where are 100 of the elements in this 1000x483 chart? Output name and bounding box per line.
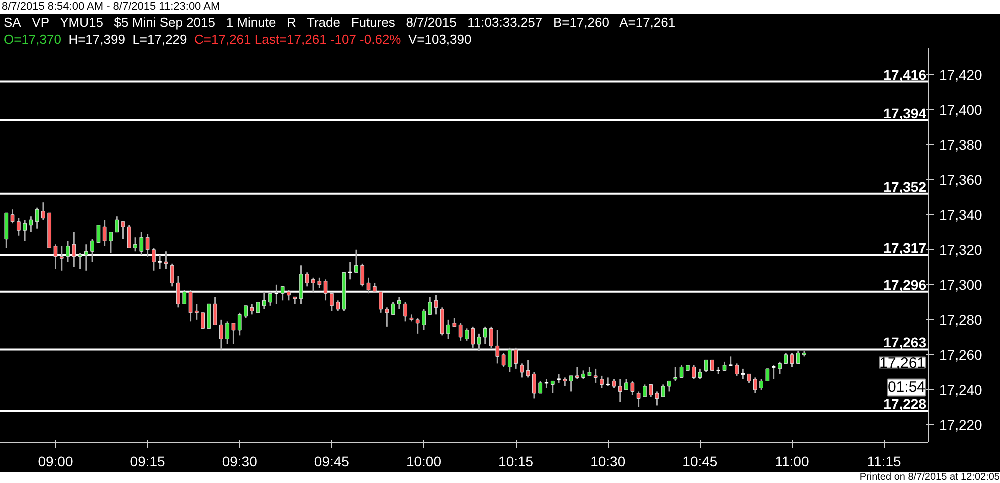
annotation: 17,261: [880, 355, 926, 372]
candlestick: [336, 300, 340, 312]
y-tick-label: 17,400: [940, 102, 983, 118]
annotation: 01:54: [888, 379, 926, 396]
y-tick-label: 17,260: [940, 346, 983, 363]
text: O=17,370: [4, 32, 62, 47]
candlestick: [146, 233, 150, 258]
candlestick: [379, 291, 383, 314]
candlestick: [428, 296, 432, 316]
candlestick: [398, 296, 402, 310]
candlestick: [127, 224, 132, 249]
ref-line-label: 17,228: [884, 396, 927, 412]
candlestick: [496, 330, 500, 364]
y-tick-label: 17,240: [940, 382, 983, 398]
candlestick: [643, 384, 647, 398]
candlestick: [728, 356, 734, 366]
candlestick: [182, 289, 187, 305]
candlestick: [674, 366, 678, 382]
candlestick: [698, 368, 702, 380]
candlestick: [54, 244, 58, 270]
candlestick: [404, 302, 408, 322]
candlestick: [16, 218, 21, 237]
candlestick: [624, 378, 628, 391]
y-tick-label: 17,220: [940, 416, 983, 433]
candlestick: [312, 277, 316, 293]
candlestick: [109, 232, 113, 254]
candlestick: [305, 272, 310, 288]
candlestick: [330, 292, 334, 312]
candlestick: [483, 326, 488, 346]
candlestick: [287, 289, 291, 302]
candlestick: [188, 289, 193, 322]
candlestick: [318, 277, 322, 290]
candlestick: [649, 384, 654, 398]
candlestick: [366, 277, 371, 294]
candlestick: [508, 347, 512, 374]
candlestick: [152, 247, 156, 272]
candlestick: [760, 378, 764, 391]
ref-line-label: 17,263: [884, 334, 927, 351]
candlestick: [66, 240, 70, 263]
candlestick: [434, 294, 438, 316]
x-tick-label: 09:15: [130, 454, 166, 470]
candlestick: [354, 249, 358, 274]
candlestick: [661, 384, 666, 398]
candlestick: [569, 375, 574, 392]
x-tick-label: 09:30: [222, 454, 258, 470]
y-tick-label: 17,340: [940, 206, 983, 223]
candlestick: [194, 303, 199, 321]
candlestick: [636, 390, 641, 408]
x-tick-label: 10:30: [590, 454, 626, 470]
candlestick: [220, 319, 224, 350]
candlestick: [164, 250, 168, 270]
candlestick: [324, 278, 328, 302]
candlestick: [668, 380, 672, 392]
candlestick: [790, 352, 794, 368]
candlestick: [520, 362, 524, 378]
candlestick: [60, 246, 64, 272]
candlestick: [134, 236, 138, 252]
candlestick: [796, 350, 800, 364]
candlestick: [416, 317, 420, 335]
candlestick: [140, 232, 144, 256]
candlestick: [176, 275, 180, 308]
candlestick: [23, 219, 27, 242]
candlestick: [102, 219, 107, 248]
y-tick-label: 17,280: [940, 312, 983, 328]
candlestick: [576, 366, 580, 380]
candlestick: [96, 224, 101, 244]
candlestick: [268, 291, 272, 307]
candlestick: [618, 378, 622, 403]
candlestick: [115, 216, 120, 234]
candlestick: [550, 380, 555, 394]
ref-line-label: 17,352: [884, 178, 927, 195]
x-tick-label: 10:00: [406, 454, 442, 470]
y-tick-label: 17,300: [940, 276, 983, 293]
text: Printed on 8/7/2015 at 12:02:05: [860, 472, 1000, 483]
candlestick: [201, 312, 205, 330]
text: V=103,390: [408, 32, 472, 47]
text: L=17,229: [132, 32, 188, 47]
candlestick: [600, 375, 604, 389]
candlestick: [90, 238, 94, 263]
candlestick: [213, 296, 218, 326]
candlestick: [391, 302, 396, 316]
candlestick: [490, 326, 494, 349]
ref-line-label: 17,317: [884, 240, 927, 256]
candlestick: [735, 362, 739, 377]
candlestick: [471, 326, 476, 349]
candlestick: [121, 221, 126, 240]
candlestick: [771, 364, 776, 380]
candlestick: [250, 303, 254, 316]
candlestick: [360, 263, 365, 288]
y-tick-label: 17,380: [940, 136, 983, 153]
x-tick-label: 10:45: [682, 454, 718, 470]
text: C=17,261 Last=17,261 -107 -0.62%: [194, 32, 402, 47]
candlestick: [348, 261, 353, 280]
candlestick: [532, 372, 536, 400]
candlestick: [262, 291, 266, 310]
x-tick-label: 11:00: [775, 454, 810, 470]
candlestick: [35, 207, 40, 230]
candlestick: [538, 380, 543, 394]
candlestick: [78, 252, 82, 270]
y-tick-label: 17,360: [940, 172, 983, 188]
